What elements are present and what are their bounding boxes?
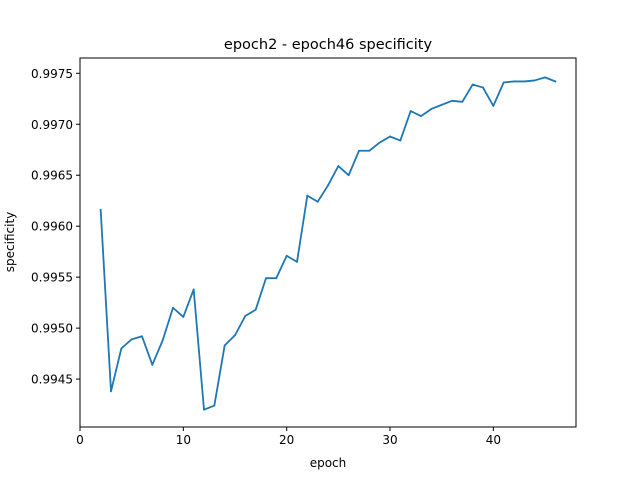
data-point <box>502 81 505 84</box>
x-axis: 0 10 20 30 40 <box>76 427 501 447</box>
data-point <box>285 254 288 257</box>
data-point <box>120 347 123 350</box>
x-tick-label: 20 <box>279 433 294 447</box>
data-point <box>430 108 433 110</box>
data-point <box>234 334 236 337</box>
data-point <box>254 308 257 311</box>
data-point <box>440 103 443 106</box>
y-tick-label: 0.9970 <box>31 118 73 132</box>
data-point <box>409 110 412 112</box>
y-tick-label: 0.9945 <box>31 373 73 387</box>
data-point <box>420 115 422 118</box>
data-point <box>182 316 185 318</box>
x-axis-label: epoch <box>310 456 347 470</box>
y-tick-label: 0.9950 <box>31 322 73 336</box>
data-point <box>461 100 464 103</box>
data-point <box>130 338 133 341</box>
axes-frame <box>79 57 577 428</box>
y-tick-label: 0.9960 <box>31 220 73 234</box>
data-point <box>244 314 247 317</box>
data-point <box>554 80 557 83</box>
y-axis: 0.9945 0.9950 0.9955 0.9960 0.9965 0.9970 0.99… <box>31 67 80 387</box>
x-tick-label: 30 <box>382 433 397 447</box>
data-point <box>399 139 402 142</box>
y-axis-label: specificity <box>3 212 17 272</box>
data-point <box>275 277 278 280</box>
data-point <box>223 344 226 347</box>
data-point <box>296 260 298 263</box>
data-point <box>368 149 371 152</box>
data-point <box>172 306 174 309</box>
data-point <box>265 277 267 280</box>
data-point <box>213 404 216 407</box>
data-point <box>378 141 381 144</box>
data-point <box>544 76 546 79</box>
data-point <box>533 79 536 82</box>
x-tick-label: 10 <box>176 433 191 447</box>
data-point <box>327 184 329 187</box>
data-point <box>347 174 350 177</box>
data-point <box>523 80 526 83</box>
data-point <box>316 200 319 203</box>
data-point <box>358 149 360 152</box>
data-point <box>482 86 484 89</box>
data-point <box>337 165 340 167</box>
data-point <box>513 80 515 83</box>
y-tick-label: 0.9975 <box>31 67 73 81</box>
data-point <box>389 135 391 138</box>
y-tick-label: 0.9965 <box>31 169 73 183</box>
x-tick-label: 0 <box>76 433 84 447</box>
data-point <box>141 335 143 338</box>
data-point <box>161 339 164 342</box>
data-point <box>110 390 112 393</box>
data-point <box>151 363 154 366</box>
y-tick-label: 0.9955 <box>31 271 73 285</box>
data-point <box>492 105 495 107</box>
x-tick-label: 40 <box>486 433 501 447</box>
data-point <box>471 83 474 86</box>
data-point <box>99 208 102 211</box>
data-point <box>203 408 205 411</box>
plot-area <box>99 76 557 411</box>
data-point <box>192 288 195 291</box>
data-point <box>306 194 309 197</box>
data-point <box>451 99 453 102</box>
chart-title: epoch2 - epoch46 specificity <box>224 37 433 53</box>
